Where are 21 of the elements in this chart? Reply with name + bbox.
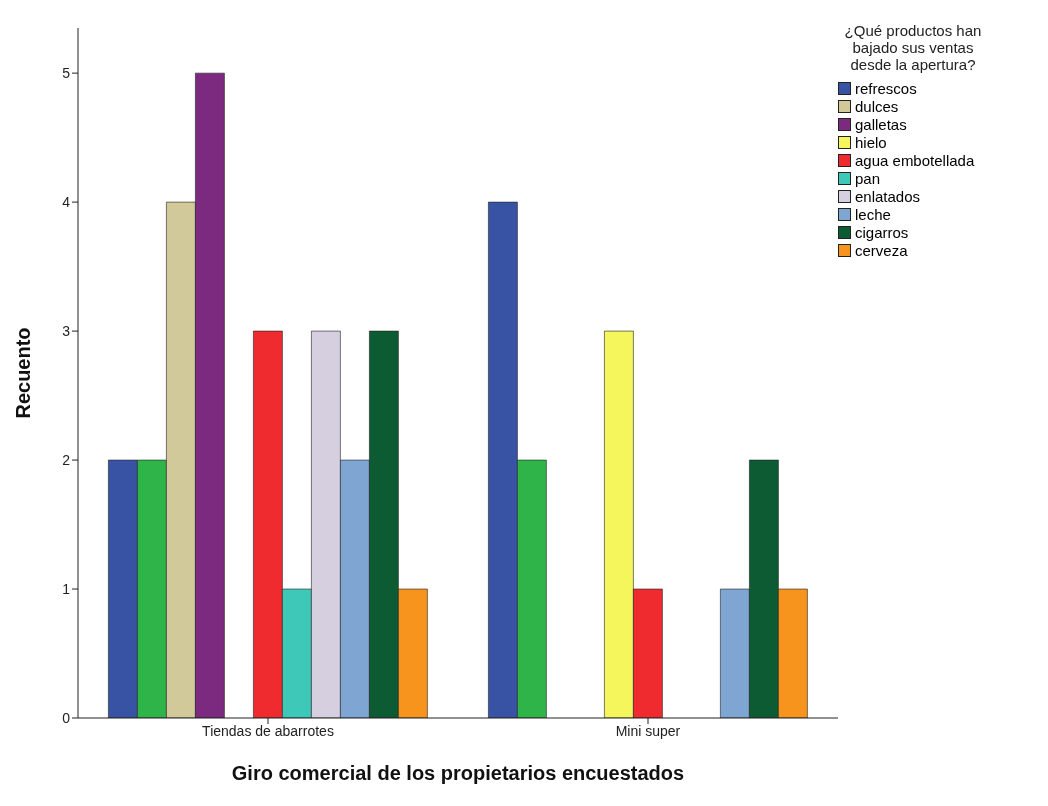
legend-label: hielo <box>855 133 887 151</box>
y-tick-label: 1 <box>62 581 71 597</box>
y-tick-label: 2 <box>62 452 71 469</box>
legend-label: pan <box>855 169 881 187</box>
legend-label: dulces <box>855 97 899 115</box>
x-tick-label: Tiendas de abarrotes <box>202 722 334 739</box>
legend-label: cerveza <box>855 241 908 259</box>
y-tick-label: 3 <box>62 323 71 340</box>
y-tick-label: 4 <box>62 194 71 211</box>
y-axis-title: Recuento <box>12 327 35 419</box>
legend-label: enlatados <box>855 187 921 205</box>
legend-title: ¿Qué productos han bajado sus ventas desde la apertura? <box>843 22 983 73</box>
x-axis-title: Giro comercial de los propietarios encuestados <box>231 762 685 784</box>
legend-label: refrescos <box>855 79 917 97</box>
legend-label: leche <box>855 205 891 223</box>
x-tick-label: Mini super <box>615 722 681 739</box>
y-tick-label: 5 <box>62 65 71 82</box>
legend-label: cigarros <box>855 223 909 241</box>
legend-label: galletas <box>855 115 907 133</box>
legend-label: agua embotellada <box>855 151 975 169</box>
y-tick-label: 0 <box>62 709 71 726</box>
